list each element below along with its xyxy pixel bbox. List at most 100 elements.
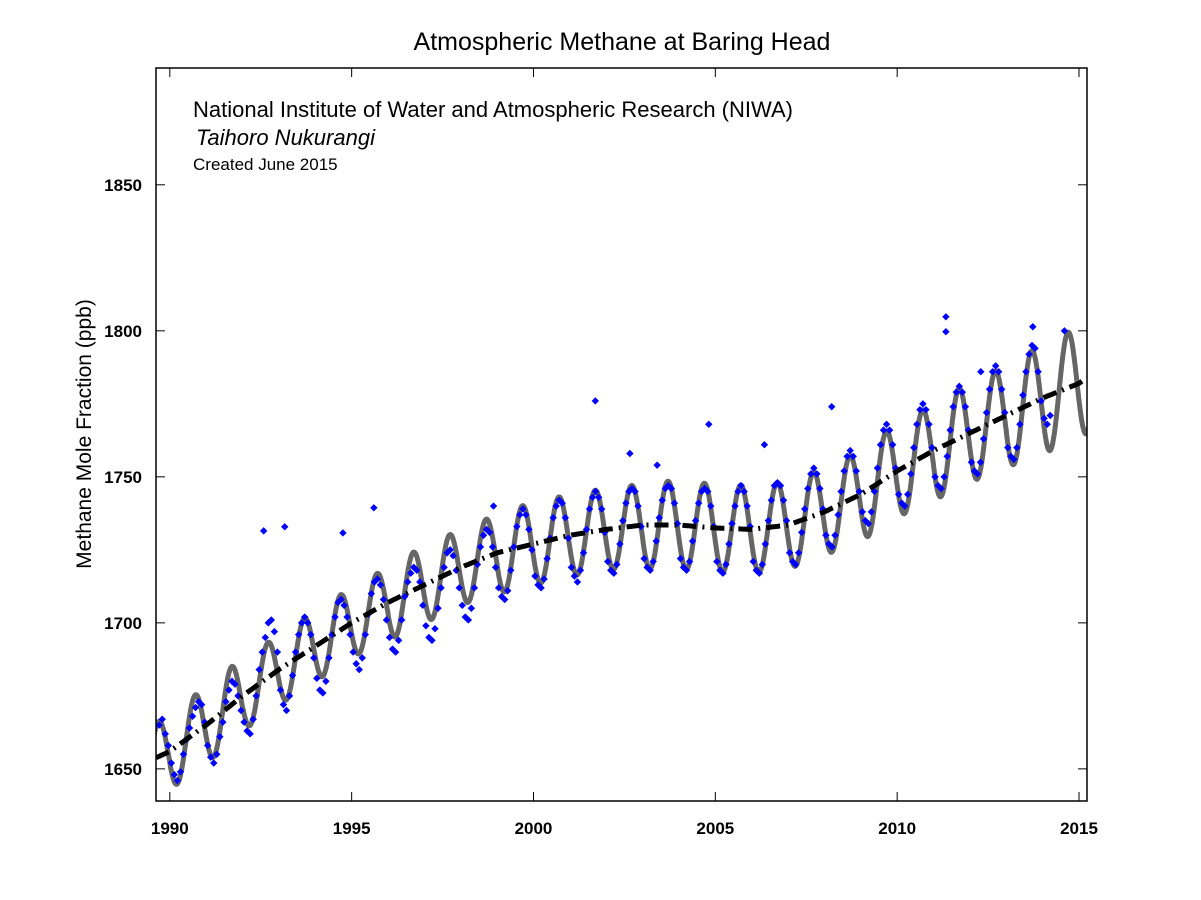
observation-point xyxy=(476,543,485,551)
observation-point xyxy=(319,689,327,697)
observation-point xyxy=(760,441,769,449)
observation-point xyxy=(531,572,539,580)
observation-point xyxy=(867,508,876,516)
observation-point xyxy=(582,525,591,534)
observation-point xyxy=(894,490,903,499)
observation-point xyxy=(782,516,791,525)
observation-point xyxy=(1043,420,1051,428)
observation-point xyxy=(688,537,697,545)
observation-point xyxy=(694,499,703,507)
observation-point xyxy=(722,560,730,569)
observation-point xyxy=(185,724,194,732)
observation-point xyxy=(273,648,282,656)
observation-point xyxy=(719,569,727,577)
observation-point xyxy=(373,575,382,583)
observation-point xyxy=(901,502,909,510)
observation-point xyxy=(294,630,303,639)
observation-point xyxy=(885,426,894,434)
observation-point xyxy=(500,595,509,604)
observation-point xyxy=(455,584,463,592)
observation-point xyxy=(876,441,885,449)
observation-point xyxy=(955,382,963,391)
observation-point xyxy=(882,420,891,428)
observation-point xyxy=(352,660,360,668)
annotation-maori-name: Taihoro Nukurangi xyxy=(196,125,376,150)
observation-point xyxy=(1025,350,1033,358)
observation-point xyxy=(943,452,951,461)
y-tick-label: 1800 xyxy=(104,322,142,341)
observation-point xyxy=(728,519,736,528)
observation-point xyxy=(919,400,927,408)
observation-point xyxy=(591,487,600,496)
observation-point xyxy=(382,616,391,624)
observation-point xyxy=(977,368,985,376)
observation-point xyxy=(258,648,266,656)
observation-point xyxy=(691,516,700,525)
observation-point xyxy=(282,706,291,715)
observation-point xyxy=(440,563,448,572)
observation-point xyxy=(779,496,788,504)
observation-point xyxy=(188,712,197,721)
observation-point xyxy=(564,534,573,542)
observation-point xyxy=(855,487,863,496)
observation-point xyxy=(367,589,376,598)
observation-point xyxy=(1046,411,1054,420)
observation-point xyxy=(1060,327,1069,335)
observation-point xyxy=(682,566,691,575)
observation-point xyxy=(513,522,521,531)
plot-frame xyxy=(155,67,1088,802)
observation-point xyxy=(167,759,176,767)
observation-point xyxy=(631,487,639,496)
trend-overlay-layer xyxy=(156,375,1087,761)
y-axis-label: Methane Mole Fraction (ppb) xyxy=(73,299,96,569)
observation-point xyxy=(537,584,545,592)
observations-layer xyxy=(156,313,1069,785)
plot-area xyxy=(156,313,1087,787)
observation-point xyxy=(761,540,770,548)
observation-point xyxy=(485,528,494,537)
observation-point xyxy=(156,721,163,729)
observation-point xyxy=(979,435,988,443)
observation-point xyxy=(976,458,985,466)
observation-point xyxy=(494,584,503,592)
observation-point xyxy=(597,505,606,513)
observation-point xyxy=(525,525,533,534)
observation-point xyxy=(164,741,173,750)
y-axis: 1650 1700 1750 1800 1850 xyxy=(104,176,1087,779)
observation-point xyxy=(998,385,1006,393)
observation-point xyxy=(626,449,634,458)
observation-point xyxy=(655,514,663,522)
observation-point xyxy=(922,405,930,414)
observation-point xyxy=(791,560,800,569)
y-tick-label: 1650 xyxy=(104,760,142,779)
observation-point xyxy=(925,420,933,428)
observation-point xyxy=(794,549,803,557)
observation-point xyxy=(958,388,967,396)
observation-point xyxy=(613,560,621,569)
observation-point xyxy=(834,511,842,519)
observation-point xyxy=(634,502,642,510)
observation-point xyxy=(849,452,857,461)
observation-point xyxy=(267,616,276,624)
observation-point xyxy=(225,686,233,694)
observation-point xyxy=(904,490,912,499)
observation-point xyxy=(394,636,403,645)
observation-point xyxy=(419,601,427,610)
observation-point xyxy=(343,613,351,621)
observation-point xyxy=(346,630,354,639)
observation-point xyxy=(846,446,854,455)
observation-point xyxy=(813,470,821,478)
observation-point xyxy=(1031,344,1039,353)
observation-point xyxy=(407,569,415,577)
observation-point xyxy=(246,730,254,738)
y-tick-label: 1850 xyxy=(104,176,142,195)
observation-point xyxy=(942,313,950,321)
observation-point xyxy=(322,677,330,685)
observation-point xyxy=(488,543,497,551)
observation-point xyxy=(622,499,630,507)
observation-point xyxy=(219,718,227,726)
observation-point xyxy=(585,505,594,513)
observation-point xyxy=(428,636,436,645)
observation-point xyxy=(376,581,385,589)
observation-point xyxy=(291,648,300,656)
